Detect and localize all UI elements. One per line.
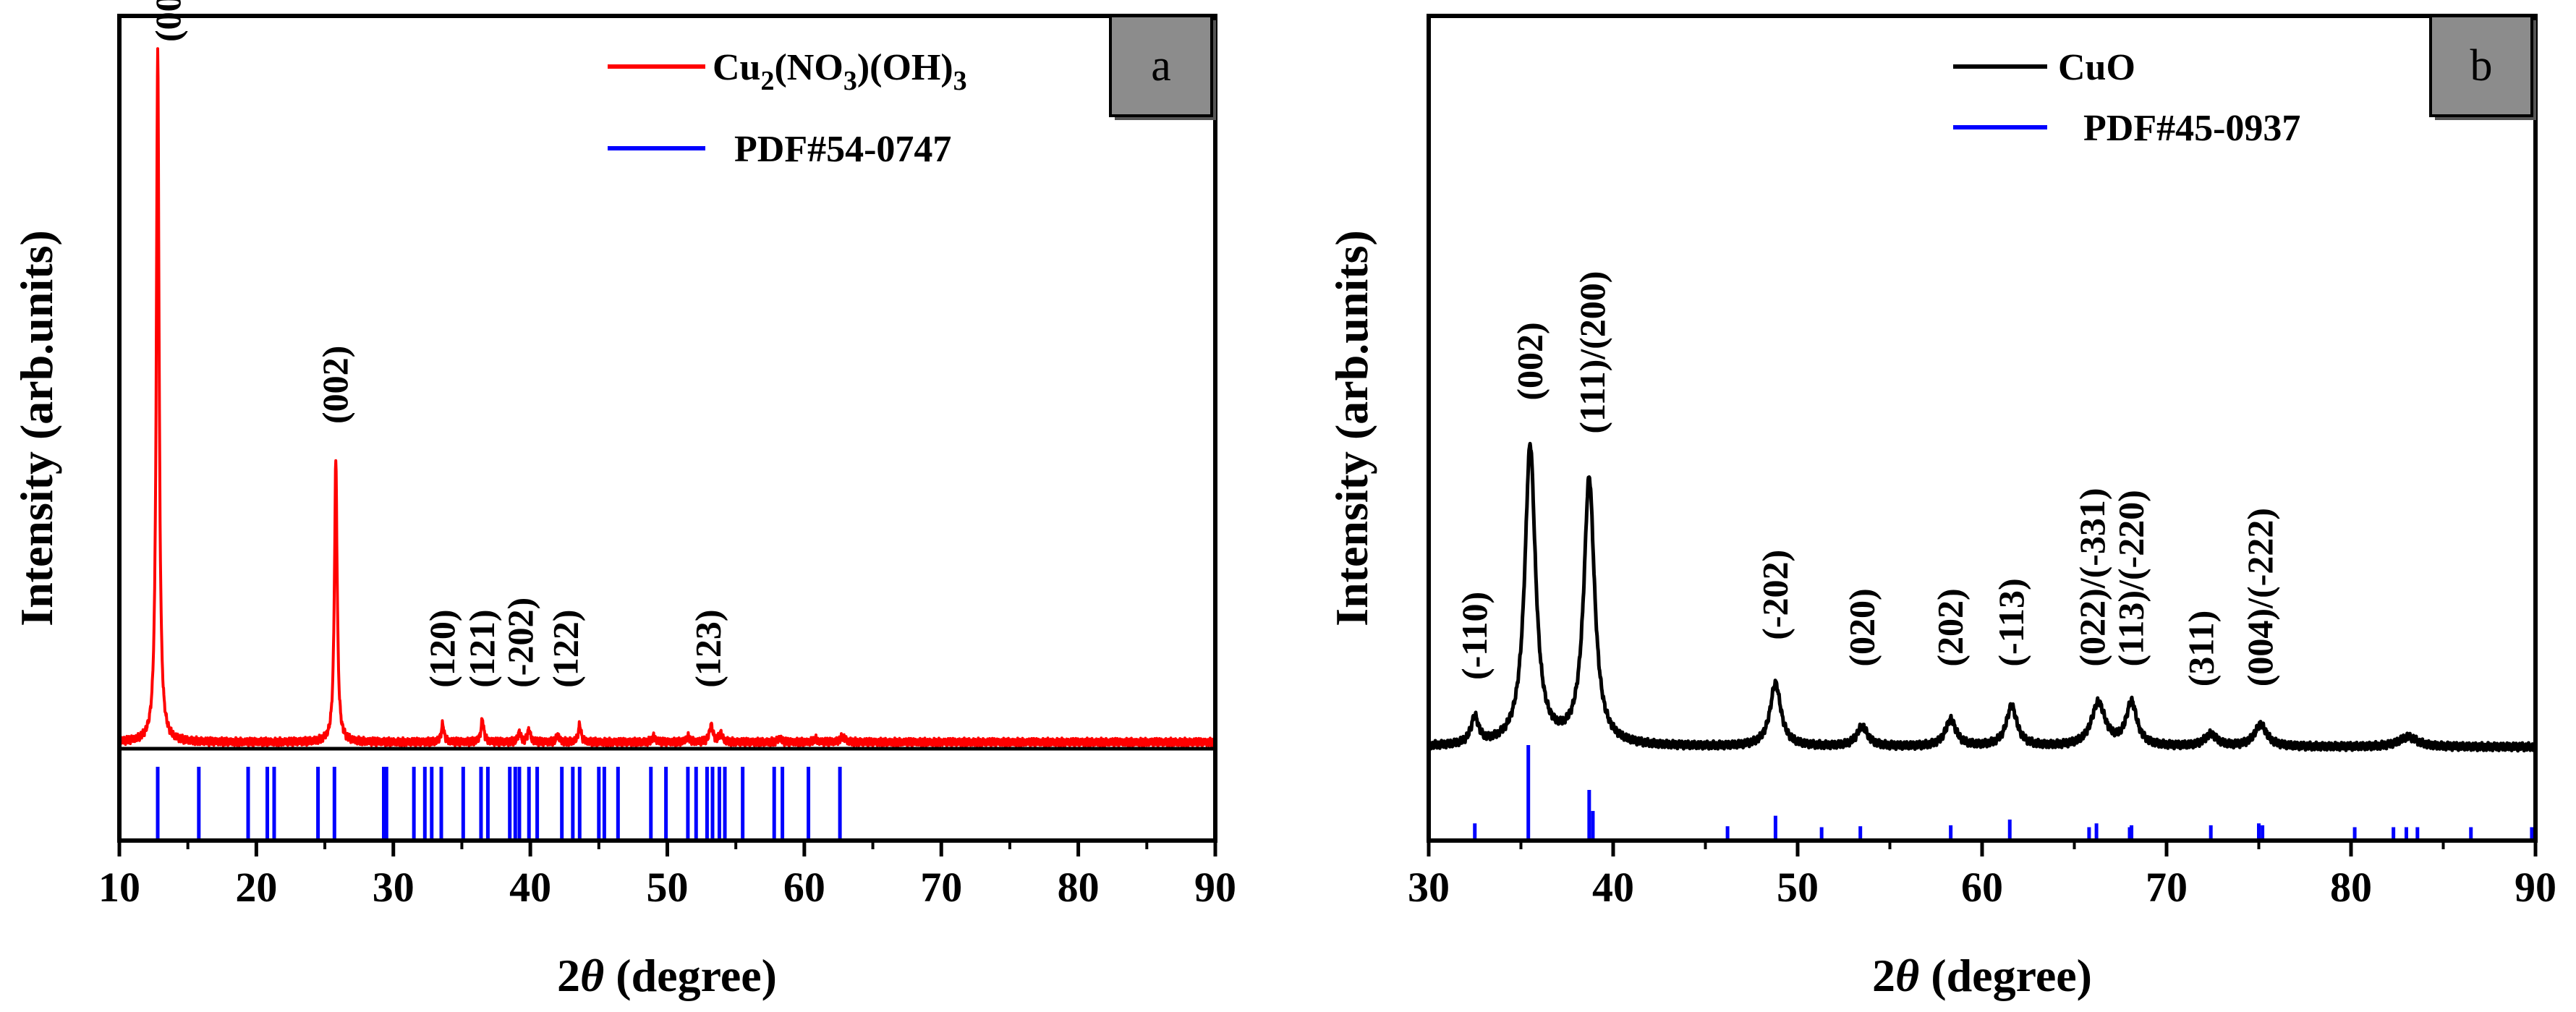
x-tick-label: 20 xyxy=(235,864,277,911)
x-tick-label: 90 xyxy=(2515,864,2556,911)
x-tick-label: 10 xyxy=(98,864,140,911)
legend-formula-tail: )(OH) xyxy=(857,47,953,88)
x-axis-label-suffix: (degree) xyxy=(1919,950,2092,1001)
peak-label: (121) xyxy=(462,609,502,687)
peak-label: (001) xyxy=(148,0,188,42)
legend-formula-base: CuO xyxy=(2058,47,2135,88)
panel-letter-box xyxy=(2429,14,2533,117)
x-tick-label: 80 xyxy=(2330,864,2372,911)
x-axis-label: 2θ (degree) xyxy=(557,950,777,1001)
peak-label: (002) xyxy=(315,346,355,424)
peak-label: (113)/(-220) xyxy=(2111,490,2151,666)
x-axis-label-suffix: (degree) xyxy=(604,950,777,1001)
x-axis-label-theta: θ xyxy=(1895,950,1919,1001)
peak-label: (-110) xyxy=(1454,592,1495,680)
panel-letter: a xyxy=(1151,41,1171,90)
x-tick-label: 50 xyxy=(1777,864,1819,911)
x-tick-label: 70 xyxy=(2146,864,2188,911)
legend-label-reference: PDF#45-0937 xyxy=(2083,108,2300,149)
legend-formula-mid: (NO xyxy=(774,47,843,88)
peak-label: (111)/(200) xyxy=(1572,271,1612,434)
peak-label: (-202) xyxy=(500,598,540,688)
peak-label: (123) xyxy=(687,609,728,687)
x-tick-label: 40 xyxy=(1592,864,1634,911)
x-tick-label: 50 xyxy=(647,864,689,911)
x-tick-label: 40 xyxy=(509,864,551,911)
legend-formula-sub: 3 xyxy=(843,66,857,96)
pattern-line xyxy=(118,47,1217,748)
panel-a: 10 20 30 40 50 60 70 80 90 Intensity (arb.units) 2… xyxy=(11,0,1236,1001)
peak-label: (122) xyxy=(545,610,585,688)
legend-formula-sub: 3 xyxy=(953,66,967,96)
x-tick-label: 60 xyxy=(1961,864,2003,911)
peak-label: (022)/(-331) xyxy=(2072,488,2112,666)
y-axis-label: Intensity (arb.units) xyxy=(11,230,62,626)
panel-letter: b xyxy=(2470,41,2493,90)
x-tick-label: 90 xyxy=(1194,864,1236,911)
peak-label: (120) xyxy=(422,609,462,687)
panel-letter-box xyxy=(1109,14,1213,117)
peak-label: (002) xyxy=(1509,322,1550,400)
pattern-line xyxy=(1427,441,2538,753)
x-axis-label-prefix: 2 xyxy=(1872,950,1895,1001)
legend-formula-base: Cu xyxy=(713,47,760,88)
x-axis-label-theta: θ xyxy=(580,950,604,1001)
x-tick-label: 60 xyxy=(783,864,825,911)
x-tick-label: 80 xyxy=(1058,864,1100,911)
legend-label-pattern: CuO xyxy=(2058,47,2135,88)
x-tick-label: 30 xyxy=(373,864,415,911)
x-axis-label-prefix: 2 xyxy=(557,950,580,1001)
peak-label: (-113) xyxy=(1991,578,2031,666)
x-axis-label: 2θ (degree) xyxy=(1872,950,2092,1001)
peak-label: (020) xyxy=(1841,588,1882,666)
x-tick-label: 30 xyxy=(1408,864,1450,911)
y-axis-label: Intensity (arb.units) xyxy=(1326,230,1377,626)
peak-label: (-202) xyxy=(1754,550,1795,640)
panel-b: 30 40 50 60 70 80 90 Intensity (arb.units) 2θ (d… xyxy=(1326,14,2556,1001)
peak-label: (311) xyxy=(2181,611,2222,687)
x-tick-label: 70 xyxy=(920,864,962,911)
legend-label-pattern: Cu2(NO3)(OH)3 xyxy=(713,47,967,96)
peak-label: (004)/(-222) xyxy=(2240,508,2280,686)
peak-label: (202) xyxy=(1930,588,1971,666)
legend-formula-sub: 2 xyxy=(760,66,774,96)
legend-label-reference: PDF#54-0747 xyxy=(734,129,951,170)
plot-frame xyxy=(117,14,1217,843)
